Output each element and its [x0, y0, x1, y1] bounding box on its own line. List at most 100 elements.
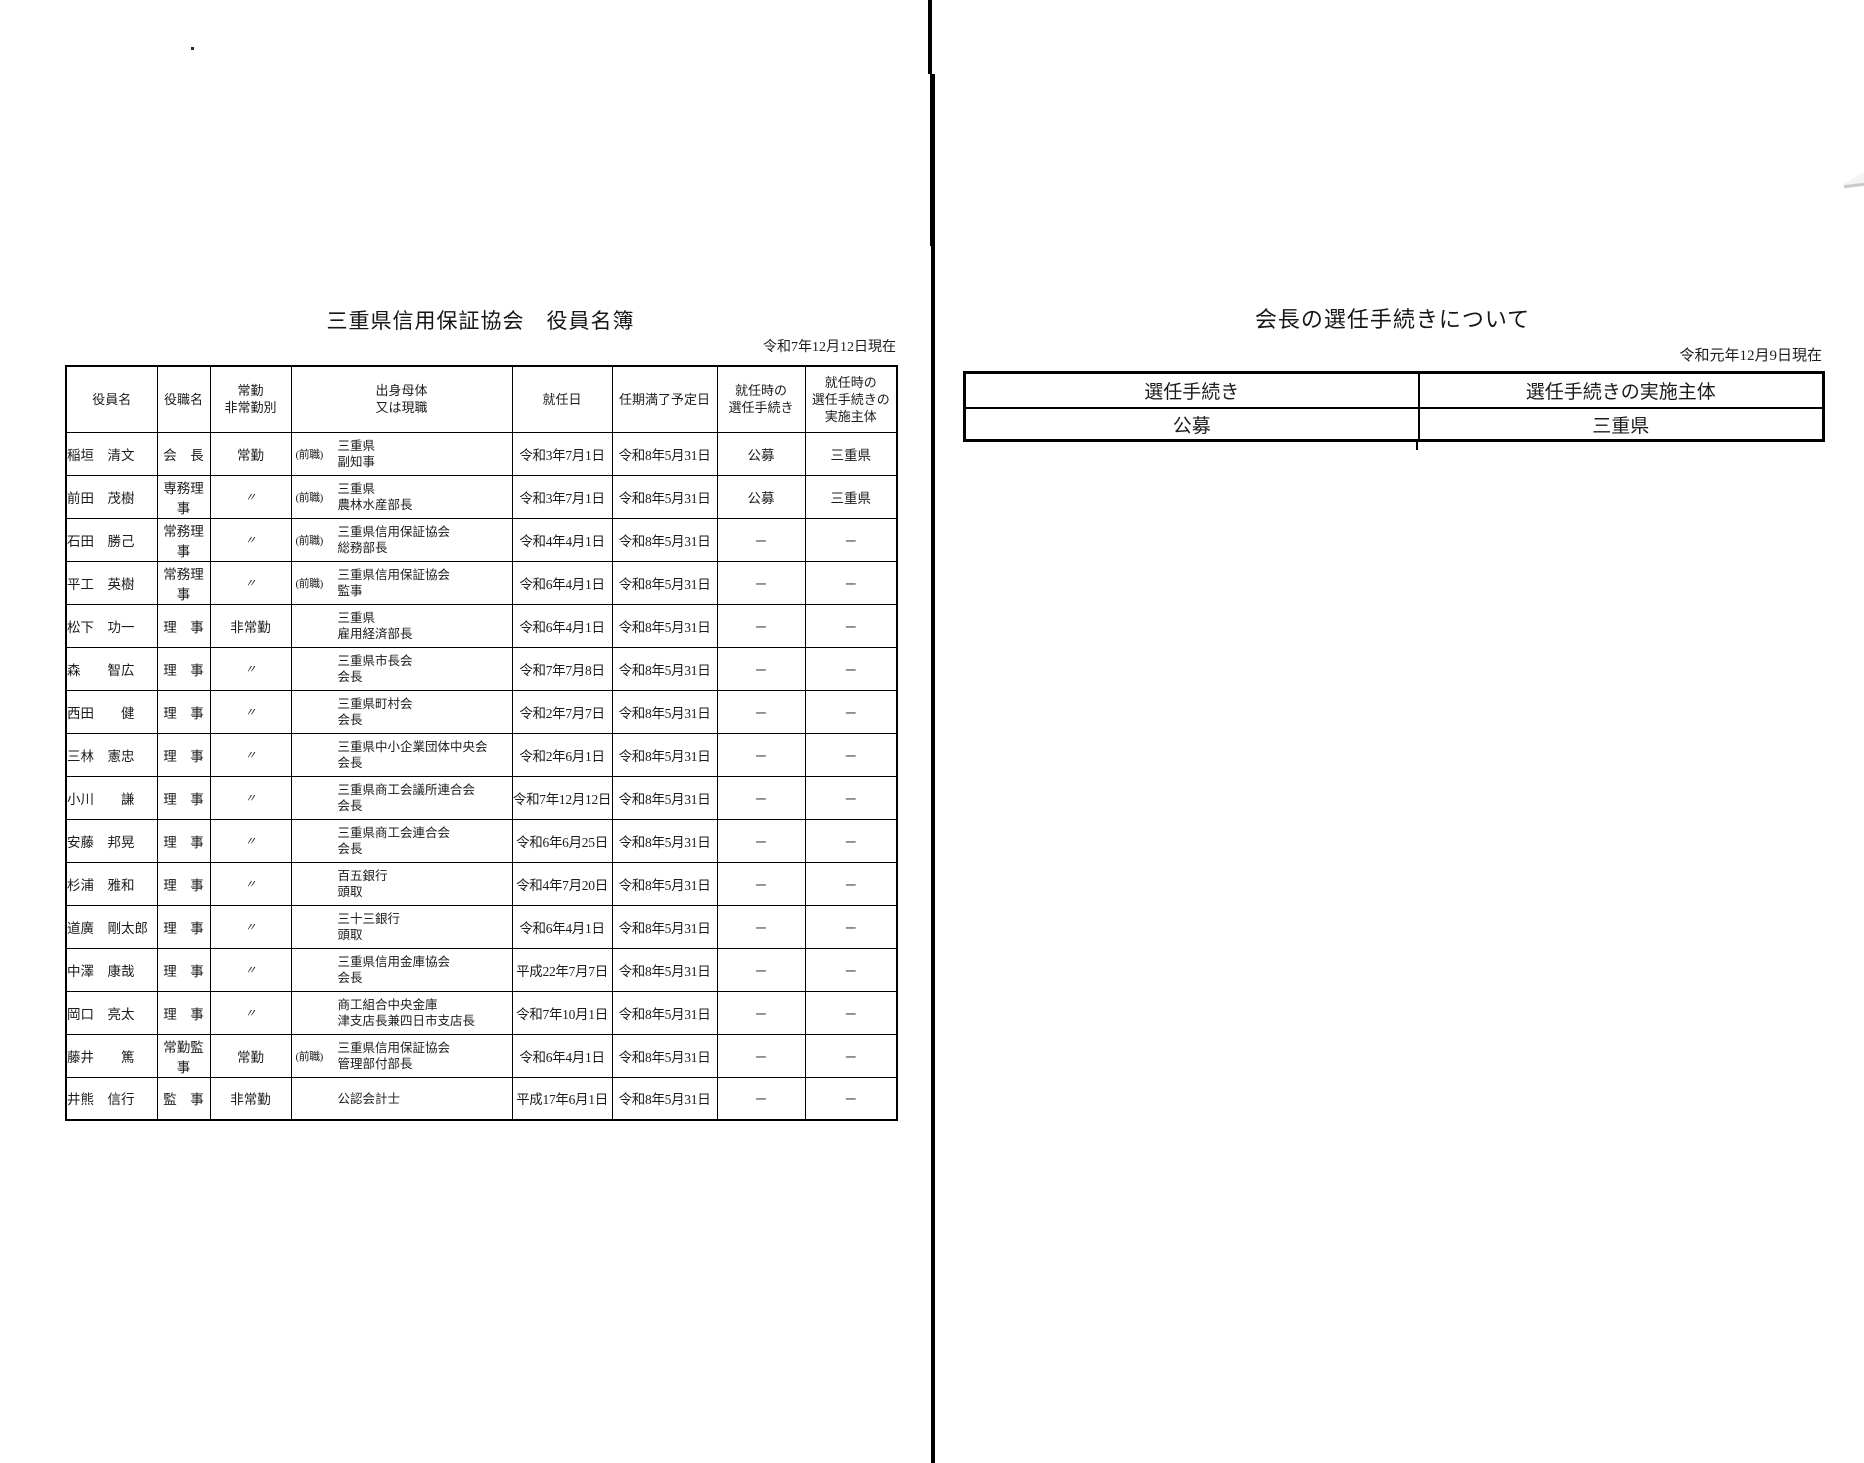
appointment-date-cell: 令和2年6月1日: [511, 732, 613, 777]
officer-name-cell: 平工 英樹: [65, 560, 158, 605]
roster-row: 杉浦 雅和理 事〃百五銀行 頭取 令和4年7月20日 令和8年5月31日－－: [65, 861, 898, 906]
origin-organization: 三重県商工会連合会: [337, 825, 451, 840]
duty-type-cell: 常勤: [209, 1033, 292, 1078]
duty-type-cell: 〃: [209, 474, 292, 519]
position-cell: 常務理事: [156, 517, 211, 562]
term-end-date-cell: 令和8年5月31日: [611, 732, 718, 777]
right-page-title: 会長の選任手続きについて: [1254, 307, 1531, 332]
origin-organization: 三重県: [337, 481, 376, 496]
position-cell: 理 事: [156, 775, 211, 820]
procedure-body-cell: －: [804, 1033, 898, 1078]
origin-text: 三十三銀行 頭取: [338, 911, 401, 943]
term-end-date-cell: 令和8年5月31日: [611, 818, 718, 863]
origin-cell: 三十三銀行 頭取: [290, 904, 513, 949]
procedure-body-cell: －: [804, 560, 898, 605]
selection-procedure-cell: －: [716, 732, 806, 777]
procedure-body-cell: －: [804, 1076, 898, 1121]
roster-row: 藤井 篤常勤監事 常勤 (前職) 三重県信用保証協会 管理部付部長 令和6年4月1日 令和8…: [65, 1033, 898, 1078]
appointment-date-cell: 平成17年6月1日: [511, 1076, 613, 1121]
position-cell: 専務理事: [156, 474, 211, 519]
origin-organization: 三重県信用保証協会: [337, 567, 451, 582]
position-cell: 理 事: [156, 689, 211, 734]
origin-title: 会長: [337, 841, 363, 856]
roster-row: 森 智広理 事〃三重県市長会 会長 令和7年7月8日 令和8年5月31日－－: [65, 646, 898, 691]
origin-cell: (前職) 三重県信用保証協会 総務部長: [290, 517, 513, 562]
origin-cell: (前職) 三重県 農林水産部長: [290, 474, 513, 519]
roster-column-header: 任期満了予定日: [611, 365, 718, 433]
roster-row: 岡口 亮太理 事〃 商工組合中央金庫 津支店長兼四日市支店長 令和7年10月1日 令和8…: [65, 990, 898, 1035]
origin-text: 三重県商工会議所連合会 会長: [338, 782, 476, 814]
origin-text: 三重県町村会 会長: [338, 696, 413, 728]
left-page-as-of-date: 令和7年12月12日現在: [763, 340, 896, 355]
duty-type-cell: 〃: [209, 904, 292, 949]
roster-row: 石田 勝己 常務理事〃 (前職) 三重県信用保証協会 総務部長 令和4年4月1日 令和8年5…: [65, 517, 898, 562]
officer-roster-table: 役員名 役職名 常勤 非常勤別 出身母体 又は現職 就任日 任期満了予定日 就任時の 選任手…: [65, 365, 898, 1121]
origin-title: 会長: [337, 970, 363, 985]
officer-name-cell: 小川 謙: [65, 775, 158, 820]
duty-type-cell: 〃: [209, 990, 292, 1035]
position-cell: 理 事: [156, 603, 211, 648]
origin-organization: 公認会計士: [337, 1091, 401, 1106]
officer-name-cell: 石田 勝己: [65, 517, 158, 562]
officer-name-cell: 三林 憲忠: [65, 732, 158, 777]
selection-procedure-cell: －: [716, 1033, 806, 1078]
appointment-date-cell: 令和3年7月1日: [511, 431, 613, 476]
procedure-body-cell: －: [804, 904, 898, 949]
roster-row: 小川 謙理 事〃 三重県商工会議所連合会 会長 令和7年12月12日 令和8年5月31日…: [65, 775, 898, 820]
term-end-date-cell: 令和8年5月31日: [611, 603, 718, 648]
selection-procedure-cell: －: [716, 947, 806, 992]
origin-title: 頭取: [337, 884, 363, 899]
origin-title: 会長: [337, 669, 363, 684]
duty-type-cell: 〃: [209, 775, 292, 820]
roster-row: 松下 功一理 事非常勤 三重県 雇用経済部長 令和6年4月1日 令和8年5月31日－－: [65, 603, 898, 648]
procedure-body-cell: 三重県: [804, 431, 898, 476]
appointment-date-cell: 令和6年6月25日: [511, 818, 613, 863]
term-end-date-cell: 令和8年5月31日: [611, 689, 718, 734]
appointment-date-cell: 令和6年4月1日: [511, 603, 613, 648]
origin-title: 津支店長兼四日市支店長: [337, 1013, 476, 1028]
roster-row: 道廣 剛太郎理 事〃三十三銀行 頭取 令和6年4月1日 令和8年5月31日－－: [65, 904, 898, 949]
procedure-header-row: 選任手続き 選任手続きの実施主体: [963, 371, 1825, 409]
officer-name-cell: 井熊 信行: [65, 1076, 158, 1121]
selection-procedure-cell: －: [716, 990, 806, 1035]
roster-row: 三林 憲忠理 事〃三重県中小企業団体中央会 会長 令和2年6月1日 令和8年5月31日…: [65, 732, 898, 777]
origin-organization: 三重県商工会議所連合会: [337, 782, 476, 797]
position-cell: 理 事: [156, 947, 211, 992]
duty-type-cell: 〃: [209, 732, 292, 777]
origin-organization: 商工組合中央金庫: [337, 997, 438, 1012]
former-post-label: (前職): [295, 1050, 324, 1063]
origin-cell: 三重県商工会議所連合会 会長: [290, 775, 513, 820]
roster-column-header: 役職名: [156, 365, 211, 433]
origin-text: 三重県信用保証協会 総務部長: [338, 524, 451, 556]
officer-name-cell: 中澤 康哉: [65, 947, 158, 992]
term-end-date-cell: 令和8年5月31日: [611, 1076, 718, 1121]
procedure-body-cell: －: [804, 947, 898, 992]
roster-column-header: 就任時の 選任手続きの 実施主体: [804, 365, 898, 433]
table-divider-stub: [1416, 441, 1418, 450]
officer-name-cell: 道廣 剛太郎: [65, 904, 158, 949]
position-cell: 理 事: [156, 818, 211, 863]
origin-cell: 三重県商工会連合会 会長: [290, 818, 513, 863]
origin-organization: 三重県: [337, 610, 376, 625]
selection-procedure-cell: 公募: [716, 431, 806, 476]
term-end-date-cell: 令和8年5月31日: [611, 474, 718, 519]
right-page-as-of-date: 令和元年12月9日現在: [1679, 348, 1822, 364]
duty-type-cell: 非常勤: [209, 603, 292, 648]
duty-type-cell: 〃: [209, 861, 292, 906]
roster-row: 平工 英樹 常務理事〃 (前職) 三重県信用保証協会 監事 令和6年4月1日 令和8年5月3…: [65, 560, 898, 605]
term-end-date-cell: 令和8年5月31日: [611, 990, 718, 1035]
scan-edge-artifact: [1842, 172, 1864, 185]
origin-cell: 公認会計士: [290, 1076, 513, 1121]
former-post-label: (前職): [295, 577, 324, 590]
position-cell: 理 事: [156, 861, 211, 906]
selection-procedure-cell: －: [716, 646, 806, 691]
selection-procedure-cell: －: [716, 517, 806, 562]
origin-text: 三重県商工会連合会 会長: [338, 825, 451, 857]
appointment-date-cell: 令和3年7月1日: [511, 474, 613, 519]
procedure-body-cell: －: [804, 689, 898, 734]
roster-row: 西田 健理 事〃三重県町村会 会長 令和2年7月7日 令和8年5月31日－－: [65, 689, 898, 734]
origin-title: 管理部付部長: [337, 1056, 413, 1071]
origin-text: 三重県信用保証協会 管理部付部長: [338, 1040, 451, 1072]
term-end-date-cell: 令和8年5月31日: [611, 646, 718, 691]
origin-organization: 三重県中小企業団体中央会: [337, 739, 488, 754]
